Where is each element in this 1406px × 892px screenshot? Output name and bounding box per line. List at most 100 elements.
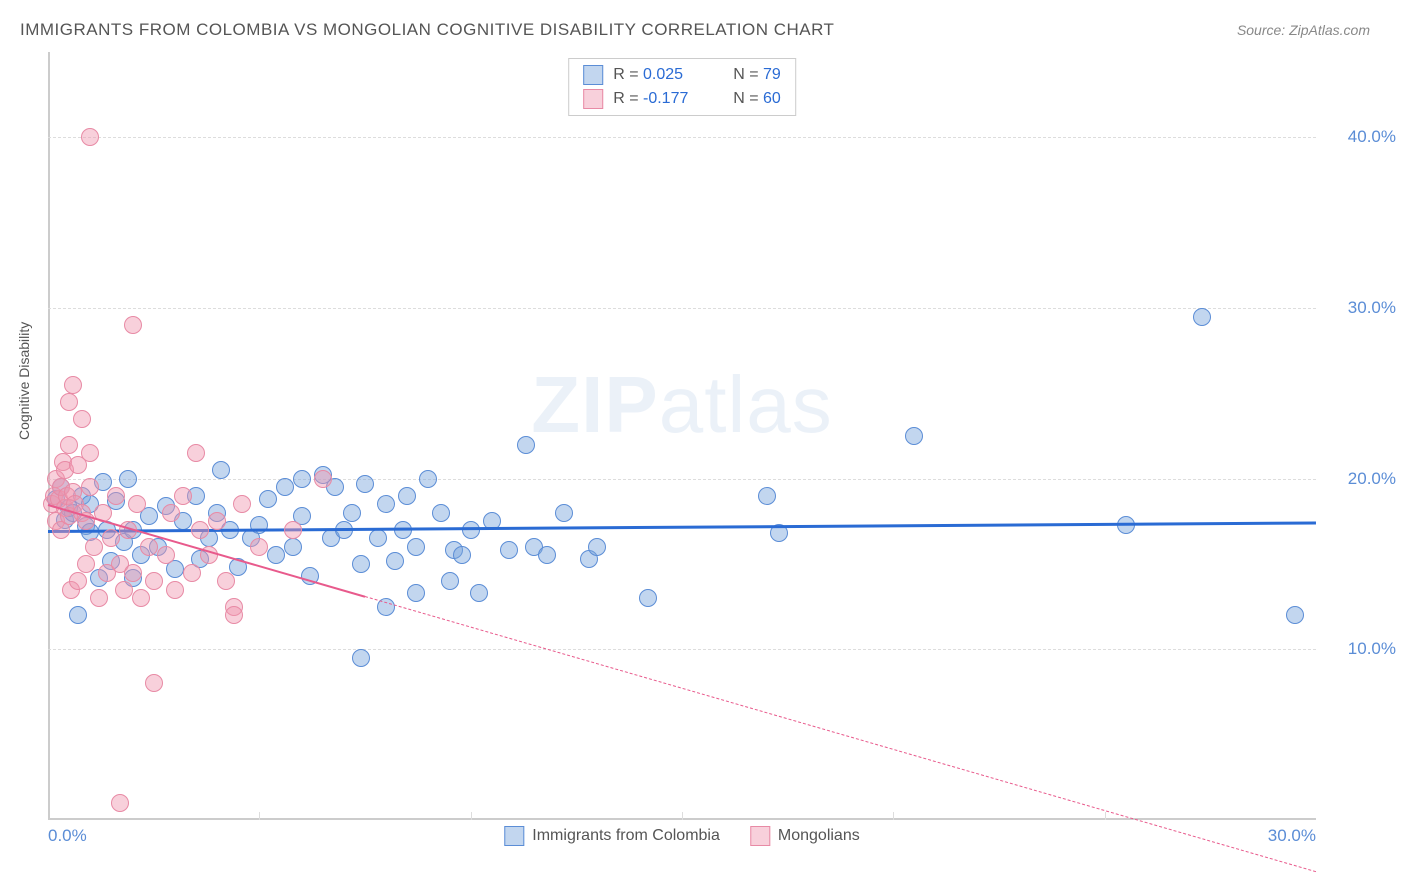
scatter-point <box>758 487 776 505</box>
scatter-point <box>191 521 209 539</box>
source-credit: Source: ZipAtlas.com <box>1237 22 1370 38</box>
legend-label: Mongolians <box>778 827 860 845</box>
x-tick <box>682 812 683 820</box>
scatter-point <box>145 572 163 590</box>
scatter-point <box>69 606 87 624</box>
scatter-point <box>377 495 395 513</box>
scatter-point <box>166 581 184 599</box>
scatter-point <box>81 444 99 462</box>
scatter-point <box>128 495 146 513</box>
scatter-point <box>124 316 142 334</box>
legend-series: Immigrants from Colombia Mongolians <box>504 826 859 846</box>
scatter-point <box>140 538 158 556</box>
legend-r: R = -0.177 <box>613 90 723 108</box>
legend-n: N = 79 <box>733 66 781 84</box>
scatter-point <box>107 487 125 505</box>
y-tick-label: 20.0% <box>1348 469 1396 489</box>
watermark: ZIPatlas <box>531 359 832 451</box>
scatter-point <box>85 538 103 556</box>
x-tick <box>471 812 472 820</box>
scatter-point <box>905 427 923 445</box>
scatter-point <box>208 512 226 530</box>
legend-swatch <box>504 826 524 846</box>
scatter-point <box>259 490 277 508</box>
scatter-point <box>115 581 133 599</box>
scatter-point <box>538 546 556 564</box>
scatter-point <box>314 470 332 488</box>
scatter-point <box>352 555 370 573</box>
scatter-point <box>81 478 99 496</box>
scatter-point <box>343 504 361 522</box>
scatter-point <box>407 538 425 556</box>
scatter-point <box>407 584 425 602</box>
scatter-chart: ZIPatlas 10.0%20.0%30.0%40.0%0.0%30.0%R … <box>48 52 1316 820</box>
legend-swatch <box>583 89 603 109</box>
scatter-point <box>212 461 230 479</box>
scatter-point <box>356 475 374 493</box>
x-tick-label: 30.0% <box>1268 826 1316 846</box>
scatter-point <box>233 495 251 513</box>
scatter-point <box>369 529 387 547</box>
watermark-zip: ZIP <box>531 360 658 449</box>
gridline-h <box>48 479 1316 480</box>
scatter-point <box>217 572 235 590</box>
legend-swatch <box>583 65 603 85</box>
scatter-point <box>293 470 311 488</box>
header-row: IMMIGRANTS FROM COLOMBIA VS MONGOLIAN CO… <box>20 20 1370 40</box>
x-tick-label: 0.0% <box>48 826 87 846</box>
scatter-point <box>225 606 243 624</box>
legend-correlation: R = 0.025 N = 79 R = -0.177N = 60 <box>568 58 796 116</box>
chart-title: IMMIGRANTS FROM COLOMBIA VS MONGOLIAN CO… <box>20 20 834 40</box>
legend-item: Immigrants from Colombia <box>504 826 720 846</box>
scatter-point <box>639 589 657 607</box>
scatter-point <box>284 538 302 556</box>
scatter-point <box>183 564 201 582</box>
scatter-point <box>386 552 404 570</box>
scatter-point <box>69 572 87 590</box>
scatter-point <box>267 546 285 564</box>
scatter-point <box>157 546 175 564</box>
legend-swatch <box>750 826 770 846</box>
scatter-point <box>119 470 137 488</box>
y-axis-line <box>48 52 50 820</box>
scatter-point <box>517 436 535 454</box>
scatter-point <box>432 504 450 522</box>
scatter-point <box>64 376 82 394</box>
y-tick-label: 40.0% <box>1348 127 1396 147</box>
scatter-point <box>1286 606 1304 624</box>
watermark-atlas: atlas <box>659 360 833 449</box>
scatter-point <box>60 393 78 411</box>
scatter-point <box>90 589 108 607</box>
scatter-point <box>398 487 416 505</box>
legend-row: R = -0.177N = 60 <box>583 87 781 111</box>
scatter-point <box>250 538 268 556</box>
x-tick <box>259 812 260 820</box>
scatter-point <box>352 649 370 667</box>
scatter-point <box>174 487 192 505</box>
scatter-point <box>60 436 78 454</box>
scatter-point <box>145 674 163 692</box>
scatter-point <box>187 444 205 462</box>
scatter-point <box>419 470 437 488</box>
scatter-point <box>1193 308 1211 326</box>
scatter-point <box>500 541 518 559</box>
scatter-point <box>111 794 129 812</box>
x-tick <box>1105 812 1106 820</box>
scatter-point <box>73 410 91 428</box>
legend-row: R = 0.025 N = 79 <box>583 63 781 87</box>
y-axis-label: Cognitive Disability <box>16 322 32 440</box>
scatter-point <box>453 546 471 564</box>
scatter-point <box>81 128 99 146</box>
y-tick-label: 10.0% <box>1348 639 1396 659</box>
gridline-h <box>48 649 1316 650</box>
y-tick-label: 30.0% <box>1348 298 1396 318</box>
scatter-point <box>441 572 459 590</box>
scatter-point <box>77 555 95 573</box>
x-tick <box>893 812 894 820</box>
gridline-h <box>48 137 1316 138</box>
scatter-point <box>284 521 302 539</box>
gridline-h <box>48 308 1316 309</box>
legend-label: Immigrants from Colombia <box>532 827 720 845</box>
legend-item: Mongolians <box>750 826 860 846</box>
legend-r: R = 0.025 <box>613 66 723 84</box>
